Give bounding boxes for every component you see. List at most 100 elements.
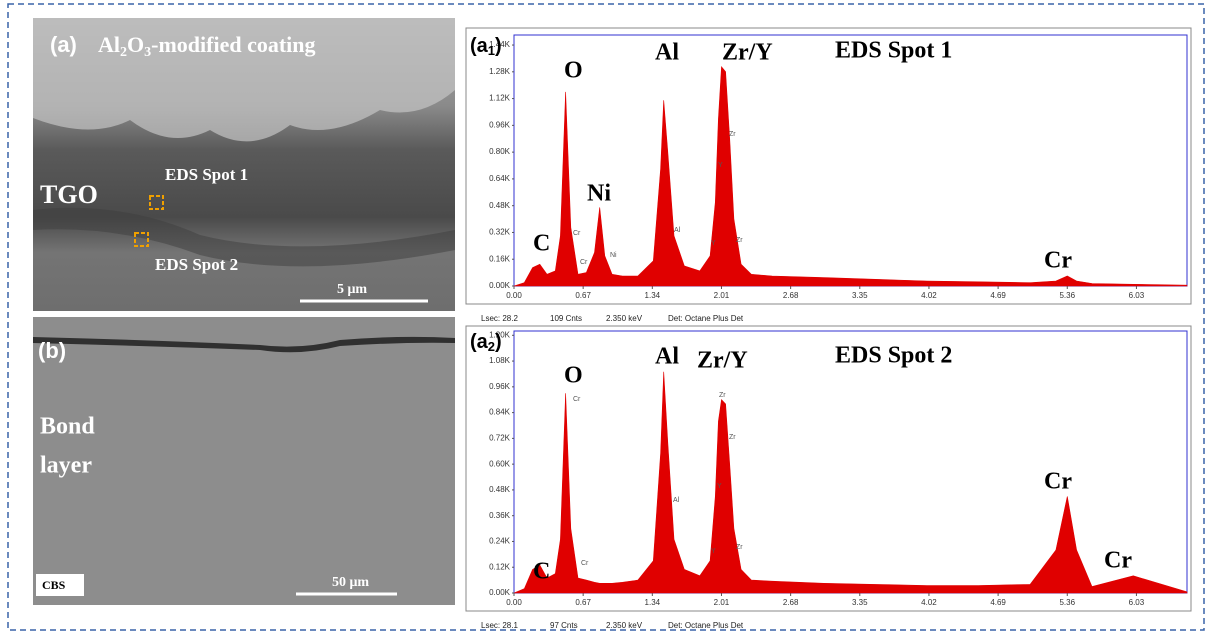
x-tick-label: 1.34 bbox=[645, 598, 661, 607]
x-tick-label: 3.35 bbox=[852, 598, 868, 607]
peak-label: O bbox=[564, 58, 583, 84]
y-tick-label: 1.28K bbox=[489, 67, 511, 76]
x-tick-label: 3.35 bbox=[852, 291, 868, 300]
footer-text: Det: Octane Plus Det bbox=[668, 314, 744, 323]
peak-label: O bbox=[564, 363, 583, 389]
y-tick-label: 0.12K bbox=[489, 562, 511, 571]
label-part: (a bbox=[470, 331, 489, 353]
x-tick-label: 1.34 bbox=[645, 291, 661, 300]
image-title: Al2O3-modified coating bbox=[98, 32, 316, 60]
minor-peak-label: Y bbox=[711, 240, 716, 247]
minor-peak-label: Zr bbox=[729, 434, 736, 441]
x-tick-label: 2.01 bbox=[714, 598, 730, 607]
x-tick-label: 0.67 bbox=[575, 291, 591, 300]
y-tick-label: 0.80K bbox=[489, 147, 511, 156]
spot-label: EDS Spot 1 bbox=[165, 165, 248, 184]
x-tick-label: 0.00 bbox=[506, 598, 522, 607]
label-part: (a bbox=[470, 35, 489, 57]
panel-label: (a1) bbox=[470, 35, 502, 58]
x-tick-label: 4.02 bbox=[921, 291, 937, 300]
footer-text: 109 Cnts bbox=[550, 314, 582, 323]
x-tick-label: 2.01 bbox=[714, 291, 730, 300]
peak-label: EDS Spot 2 bbox=[835, 343, 952, 369]
x-tick-label: 2.68 bbox=[783, 598, 799, 607]
y-tick-label: 0.32K bbox=[489, 228, 511, 237]
footer-text: 2.350 keV bbox=[606, 621, 643, 630]
minor-peak-label: Zr bbox=[736, 544, 743, 551]
peak-label: Zr/Y bbox=[722, 40, 773, 66]
minor-peak-label: Y bbox=[711, 548, 716, 555]
y-tick-label: 1.08K bbox=[489, 356, 511, 365]
title-part: O bbox=[127, 32, 144, 57]
sem-image-b: (b) Bond layer CBS 50 μm bbox=[33, 317, 455, 605]
footer-text: Lsec: 28.1 bbox=[481, 621, 518, 630]
peak-label: Ni bbox=[587, 181, 611, 207]
image-background bbox=[33, 317, 455, 605]
x-tick-label: 6.03 bbox=[1129, 291, 1145, 300]
y-tick-label: 0.96K bbox=[489, 120, 511, 129]
figure: (a) Al2O3-modified coating TGO EDS Spot … bbox=[0, 0, 1208, 633]
title-sub: 2 bbox=[120, 45, 127, 60]
minor-peak-label: Zr bbox=[736, 237, 743, 244]
label-part: ) bbox=[495, 331, 502, 353]
footer-text: Lsec: 28.2 bbox=[481, 314, 518, 323]
panel-label: (a) bbox=[50, 32, 77, 57]
scale-label: 50 μm bbox=[332, 575, 369, 590]
y-tick-label: 0.60K bbox=[489, 459, 511, 468]
peak-label: Zr/Y bbox=[697, 348, 748, 374]
title-part: -modified coating bbox=[151, 32, 315, 57]
plot-area bbox=[514, 35, 1187, 286]
title-part: Al bbox=[98, 32, 120, 57]
peak-label: Al bbox=[655, 40, 679, 66]
minor-peak-label: Cr bbox=[580, 259, 588, 266]
y-tick-label: 0.72K bbox=[489, 433, 511, 442]
spot-label: EDS Spot 2 bbox=[155, 255, 238, 274]
x-tick-label: 5.36 bbox=[1059, 291, 1075, 300]
y-tick-label: 0.64K bbox=[489, 174, 511, 183]
mode-label: CBS bbox=[42, 578, 66, 592]
x-tick-label: 4.69 bbox=[990, 291, 1006, 300]
scale-label: 5 μm bbox=[337, 282, 367, 297]
peak-label: Cr bbox=[1044, 248, 1072, 274]
minor-peak-label: Zr bbox=[719, 392, 726, 399]
minor-peak-label: Cr bbox=[573, 230, 581, 237]
minor-peak-label: Cr bbox=[581, 560, 589, 567]
region-label: layer bbox=[40, 453, 92, 479]
y-tick-label: 0.48K bbox=[489, 201, 511, 210]
minor-peak-label: Y bbox=[717, 483, 722, 490]
region-label: TGO bbox=[40, 180, 98, 209]
y-tick-label: 1.12K bbox=[489, 94, 511, 103]
x-tick-label: 0.00 bbox=[506, 291, 522, 300]
x-tick-label: 5.36 bbox=[1059, 598, 1075, 607]
label-part: ) bbox=[495, 35, 502, 57]
label-sub: 1 bbox=[488, 43, 495, 58]
sem-image-a: (a) Al2O3-modified coating TGO EDS Spot … bbox=[33, 18, 455, 311]
footer-text: 97 Cnts bbox=[550, 621, 578, 630]
minor-peak-label: Y bbox=[718, 162, 723, 169]
peak-label: C bbox=[533, 231, 550, 257]
y-tick-label: 0.16K bbox=[489, 254, 511, 263]
minor-peak-label: Cr bbox=[573, 396, 581, 403]
x-tick-label: 2.68 bbox=[783, 291, 799, 300]
label-sub: 2 bbox=[488, 339, 495, 354]
region-label: Bond bbox=[40, 414, 95, 440]
y-tick-label: 0.00K bbox=[489, 588, 511, 597]
peak-label: Cr bbox=[1044, 469, 1072, 495]
y-tick-label: 0.84K bbox=[489, 408, 511, 417]
x-tick-label: 0.67 bbox=[575, 598, 591, 607]
y-tick-label: 0.36K bbox=[489, 511, 511, 520]
plot-area bbox=[514, 331, 1187, 593]
y-tick-label: 0.00K bbox=[489, 281, 511, 290]
panel-label: (a2) bbox=[470, 331, 502, 354]
minor-peak-label: Al bbox=[674, 227, 681, 234]
minor-peak-label: Al bbox=[673, 497, 680, 504]
peak-label: Cr bbox=[1104, 548, 1132, 574]
peak-label: Al bbox=[655, 344, 679, 370]
minor-peak-label: Ni bbox=[610, 252, 617, 259]
panel-label: (b) bbox=[38, 338, 66, 363]
x-tick-label: 4.69 bbox=[990, 598, 1006, 607]
minor-peak-label: Zr bbox=[729, 131, 736, 138]
y-tick-label: 0.48K bbox=[489, 485, 511, 494]
footer-text: 2.350 keV bbox=[606, 314, 643, 323]
footer-text: Det: Octane Plus Det bbox=[668, 621, 744, 630]
